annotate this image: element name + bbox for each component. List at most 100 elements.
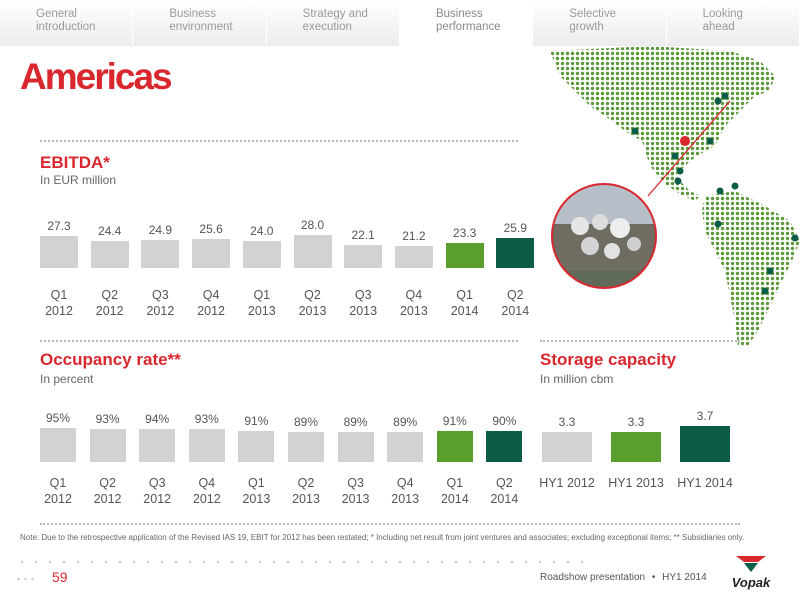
north-america-shape bbox=[550, 46, 775, 181]
tab-label: Business bbox=[435, 8, 483, 20]
bar bbox=[344, 244, 383, 268]
occupancy-title: Occupancy rate** bbox=[40, 350, 181, 369]
tick-label: Q2 2012 bbox=[93, 476, 122, 506]
data-label: 91% bbox=[244, 413, 269, 428]
vopak-logo: Vopak bbox=[732, 556, 771, 590]
terminal-icon bbox=[716, 187, 724, 195]
bar bbox=[141, 240, 180, 268]
terminal-icon bbox=[714, 97, 722, 105]
data-label: 23.3 bbox=[452, 225, 477, 240]
tab-label: growth bbox=[569, 21, 604, 33]
data-label: 21.2 bbox=[402, 229, 426, 243]
tab-label: introduction bbox=[36, 21, 96, 33]
data-label: 27.3 bbox=[47, 219, 71, 234]
bar bbox=[394, 246, 433, 268]
tab-selective-growth[interactable]: Selective growth bbox=[533, 0, 667, 46]
bar bbox=[90, 240, 129, 268]
tick-label: Q1 2014 bbox=[450, 288, 479, 318]
terminal-icons bbox=[631, 92, 799, 295]
tick-label: Q2 2014 bbox=[490, 476, 519, 506]
tab-business-performance[interactable]: Business performance bbox=[399, 0, 534, 46]
divider bbox=[40, 140, 518, 142]
presentation-name: Roadshow presentation bbox=[540, 572, 646, 583]
bar bbox=[337, 432, 374, 462]
bar bbox=[238, 430, 275, 462]
data-label: 89% bbox=[393, 415, 418, 429]
bar bbox=[188, 429, 225, 462]
bar bbox=[611, 432, 661, 462]
terminal-icon bbox=[631, 127, 639, 135]
data-label: 91% bbox=[442, 413, 467, 428]
tick-label: HY1 2013 bbox=[608, 476, 664, 490]
tick-label: Q2 2013 bbox=[292, 476, 320, 506]
tick-label: Q2 2014 bbox=[501, 288, 530, 318]
divider bbox=[40, 340, 518, 342]
occupancy-subtitle: In percent bbox=[40, 372, 94, 386]
bar bbox=[387, 432, 424, 462]
tick-label: Q3 2012 bbox=[146, 288, 175, 318]
bar bbox=[288, 432, 324, 462]
tab-looking-ahead[interactable]: Looking ahead bbox=[666, 0, 800, 46]
tick-label: Q4 2013 bbox=[391, 476, 420, 506]
ebitda-subtitle: In EUR million bbox=[40, 173, 117, 187]
terminal-icon bbox=[714, 220, 722, 228]
nav-tabs: General introduction Business environment … bbox=[0, 0, 800, 46]
bar bbox=[445, 242, 484, 268]
data-label: 95% bbox=[45, 411, 71, 425]
tab-label: ahead bbox=[702, 21, 735, 33]
tick-label: Q1 2014 bbox=[440, 476, 469, 506]
tab-strategy-and-execution[interactable]: Strategy and execution bbox=[266, 0, 400, 46]
page-title: Americas bbox=[20, 56, 173, 97]
vopak-mark bbox=[736, 556, 766, 562]
tick-label: HY1 2012 bbox=[539, 476, 595, 490]
data-label: 22.1 bbox=[351, 227, 375, 242]
data-label: 3.3 bbox=[627, 415, 645, 429]
presentation-period: HY1 2014 bbox=[662, 572, 707, 583]
bar bbox=[89, 429, 126, 462]
central-america-shape bbox=[642, 141, 700, 201]
tab-label: Business bbox=[169, 8, 216, 20]
tab-business-environment[interactable]: Business environment bbox=[133, 0, 267, 46]
terminal-photo bbox=[551, 183, 657, 289]
terminal-icon bbox=[791, 234, 799, 242]
data-label: 93% bbox=[194, 412, 219, 427]
bar bbox=[680, 426, 730, 462]
storage-title: Storage capacity bbox=[540, 350, 677, 369]
footnote: Note: Due to the retrospective applicati… bbox=[20, 533, 745, 542]
tick-label: Q2 2013 bbox=[298, 288, 327, 318]
data-label: 25.6 bbox=[199, 221, 223, 236]
tab-label: execution bbox=[302, 21, 352, 33]
dotted-rule bbox=[15, 577, 35, 581]
footer-text: Roadshow presentation • HY1 2014 bbox=[540, 572, 707, 583]
storage-subtitle: In million cbm bbox=[540, 372, 614, 386]
bar bbox=[542, 432, 592, 462]
vopak-wordmark: Vopak bbox=[732, 575, 771, 590]
tab-label: Looking bbox=[702, 8, 743, 20]
terminal-icon bbox=[676, 167, 684, 175]
tick-label: Q4 2012 bbox=[197, 288, 225, 318]
data-label: 90% bbox=[492, 414, 517, 429]
data-label: 24.9 bbox=[148, 223, 173, 237]
ebitda-title: EBITDA* bbox=[40, 153, 110, 172]
bar bbox=[192, 238, 231, 268]
globe-map bbox=[550, 46, 800, 346]
tab-general-introduction[interactable]: General introduction bbox=[0, 0, 134, 46]
tab-label: General bbox=[36, 8, 77, 20]
data-label: 24.4 bbox=[98, 223, 122, 238]
tick-label: Q1 2012 bbox=[45, 288, 73, 318]
dotted-rule bbox=[15, 560, 595, 564]
data-label: 28.0 bbox=[300, 218, 325, 232]
tick-label: Q3 2013 bbox=[349, 288, 378, 318]
data-label: 93% bbox=[95, 412, 120, 427]
south-america-shape bbox=[702, 191, 800, 346]
data-label: 94% bbox=[145, 411, 170, 426]
tick-label: Q4 2013 bbox=[399, 288, 428, 318]
data-label: 3.3 bbox=[558, 415, 576, 429]
tick-label: Q1 2012 bbox=[44, 476, 72, 506]
terminal-icon bbox=[674, 177, 682, 185]
data-label: 3.7 bbox=[696, 409, 714, 423]
data-label: 89% bbox=[293, 415, 319, 429]
tab-label: environment bbox=[169, 21, 233, 33]
tab-label: Selective bbox=[569, 8, 616, 20]
bar bbox=[40, 428, 76, 462]
